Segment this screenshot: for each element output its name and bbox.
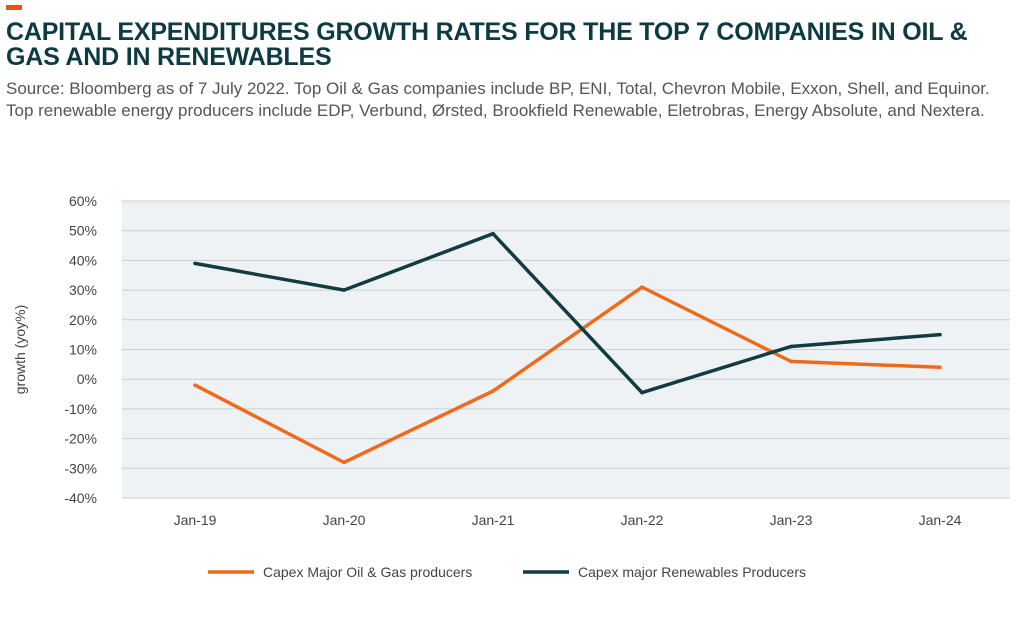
data-point xyxy=(640,390,644,395)
x-tick-label: Jan-21 xyxy=(472,512,515,528)
x-tick-label: Jan-23 xyxy=(770,512,813,528)
y-tick-label: -40% xyxy=(64,490,97,506)
data-point xyxy=(491,389,495,393)
y-tick-label: 50% xyxy=(69,223,97,239)
data-point xyxy=(789,344,793,349)
data-point xyxy=(938,365,942,370)
data-point xyxy=(491,231,495,236)
x-tick-label: Jan-22 xyxy=(621,512,664,528)
series-line-2 xyxy=(194,231,941,395)
y-tick-label: 40% xyxy=(69,252,97,268)
y-tick-label: 0% xyxy=(77,371,97,387)
x-tick-label: Jan-20 xyxy=(323,512,366,528)
data-point xyxy=(938,332,942,337)
accent-bar xyxy=(6,5,22,10)
data-point xyxy=(193,383,197,387)
y-tick-label: -30% xyxy=(64,460,97,476)
x-tick-label: Jan-24 xyxy=(919,512,962,528)
x-tick-label: Jan-19 xyxy=(174,512,217,528)
y-axis-label: growth (yoy%) xyxy=(12,305,28,394)
series-line-1 xyxy=(194,285,941,465)
chart-title: CAPITAL EXPENDITURES GROWTH RATES FOR TH… xyxy=(6,18,968,71)
legend-label: Capex Major Oil & Gas producers xyxy=(263,564,472,580)
y-tick-label: 20% xyxy=(69,312,97,328)
legend-label: Capex major Renewables Producers xyxy=(578,564,806,580)
data-point xyxy=(640,285,644,289)
y-tick-label: 10% xyxy=(69,342,97,358)
y-tick-label: -10% xyxy=(64,401,97,417)
data-point xyxy=(342,460,346,465)
y-tick-label: 30% xyxy=(69,282,97,298)
y-tick-label: 60% xyxy=(69,193,97,209)
chart-source-note: Source: Bloomberg as of 7 July 2022. Top… xyxy=(6,79,990,120)
data-point xyxy=(193,261,197,266)
data-point xyxy=(789,359,793,364)
data-point xyxy=(342,288,346,292)
y-tick-label: -20% xyxy=(64,431,97,447)
